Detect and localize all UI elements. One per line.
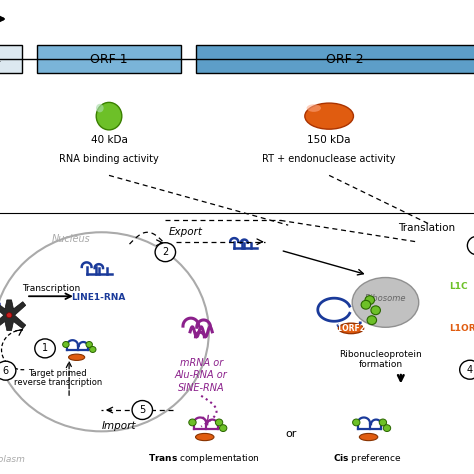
Text: UTR: UTR <box>0 54 1 64</box>
Circle shape <box>383 425 391 431</box>
Text: Alu-RNA or: Alu-RNA or <box>175 370 228 381</box>
Text: Target primed: Target primed <box>28 369 87 378</box>
Text: Translation: Translation <box>398 223 455 234</box>
Text: $\bf{Trans}$ complementation: $\bf{Trans}$ complementation <box>148 452 260 465</box>
Circle shape <box>86 342 92 347</box>
Text: 2: 2 <box>162 247 168 257</box>
Ellipse shape <box>69 354 85 360</box>
Text: mRNA or: mRNA or <box>180 357 223 368</box>
Circle shape <box>35 339 55 358</box>
Text: $\bf{Cis}$ preference: $\bf{Cis}$ preference <box>333 452 402 465</box>
Text: 5: 5 <box>139 405 146 415</box>
Text: 40 kDa: 40 kDa <box>91 135 128 145</box>
Text: or: or <box>285 428 296 439</box>
FancyBboxPatch shape <box>0 45 22 73</box>
Text: ORF 1: ORF 1 <box>90 53 128 66</box>
Circle shape <box>0 361 16 380</box>
Circle shape <box>0 232 209 431</box>
FancyBboxPatch shape <box>196 45 474 73</box>
Text: Export: Export <box>169 227 203 237</box>
Circle shape <box>7 313 12 318</box>
Text: Ribosome: Ribosome <box>365 294 406 303</box>
Text: L1ORF2p: L1ORF2p <box>449 324 474 332</box>
Circle shape <box>189 419 196 426</box>
FancyBboxPatch shape <box>37 45 181 73</box>
Text: formation: formation <box>358 361 402 369</box>
Text: L1ORF2p: L1ORF2p <box>332 324 370 333</box>
Text: SINE-RNA: SINE-RNA <box>178 383 225 393</box>
Text: reverse transcription: reverse transcription <box>14 379 102 387</box>
Circle shape <box>219 425 227 431</box>
Text: 1: 1 <box>42 343 48 354</box>
Circle shape <box>467 236 474 255</box>
Text: 150 kDa: 150 kDa <box>308 135 351 145</box>
Text: RNA binding activity: RNA binding activity <box>59 154 159 164</box>
Ellipse shape <box>196 433 214 441</box>
Circle shape <box>460 360 474 379</box>
Circle shape <box>132 401 153 419</box>
Ellipse shape <box>352 278 419 327</box>
Ellipse shape <box>338 323 364 334</box>
Circle shape <box>155 243 175 262</box>
Circle shape <box>63 342 69 347</box>
Circle shape <box>367 316 376 325</box>
Text: ORF 2: ORF 2 <box>326 53 363 66</box>
Text: Cytoplasm: Cytoplasm <box>0 456 26 464</box>
Ellipse shape <box>305 103 354 129</box>
Circle shape <box>353 419 360 426</box>
Text: L1C: L1C <box>449 283 468 291</box>
Polygon shape <box>0 300 26 330</box>
Circle shape <box>371 306 381 315</box>
Circle shape <box>361 301 371 309</box>
Text: RT + endonuclease activity: RT + endonuclease activity <box>263 154 396 164</box>
Text: 4: 4 <box>467 365 473 375</box>
Ellipse shape <box>96 104 104 112</box>
Circle shape <box>379 419 387 426</box>
Circle shape <box>365 296 374 304</box>
Ellipse shape <box>359 433 378 441</box>
Ellipse shape <box>307 104 321 112</box>
Text: Ribonucleoprotein: Ribonucleoprotein <box>339 350 422 359</box>
Ellipse shape <box>96 102 122 130</box>
Text: Transcription: Transcription <box>22 284 80 292</box>
Text: 6: 6 <box>2 365 9 376</box>
Text: LINE1-RNA: LINE1-RNA <box>72 293 126 302</box>
Text: Nucleus: Nucleus <box>51 234 90 245</box>
Circle shape <box>90 346 96 353</box>
Text: Import: Import <box>102 420 137 431</box>
Circle shape <box>215 419 223 426</box>
